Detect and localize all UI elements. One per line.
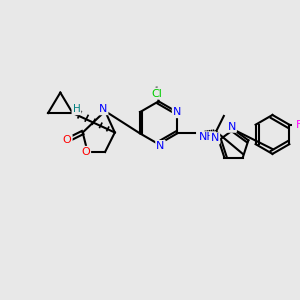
Text: N: N	[99, 104, 107, 114]
Text: Cl: Cl	[151, 88, 162, 99]
Text: N: N	[211, 134, 219, 143]
Text: H: H	[73, 104, 80, 114]
Text: O: O	[81, 147, 90, 157]
FancyBboxPatch shape	[0, 4, 292, 296]
Text: N: N	[156, 141, 165, 151]
Text: N: N	[173, 107, 181, 117]
Text: N: N	[227, 122, 236, 132]
Text: O: O	[63, 135, 71, 145]
Text: F: F	[296, 120, 300, 130]
Text: NH: NH	[199, 132, 215, 142]
